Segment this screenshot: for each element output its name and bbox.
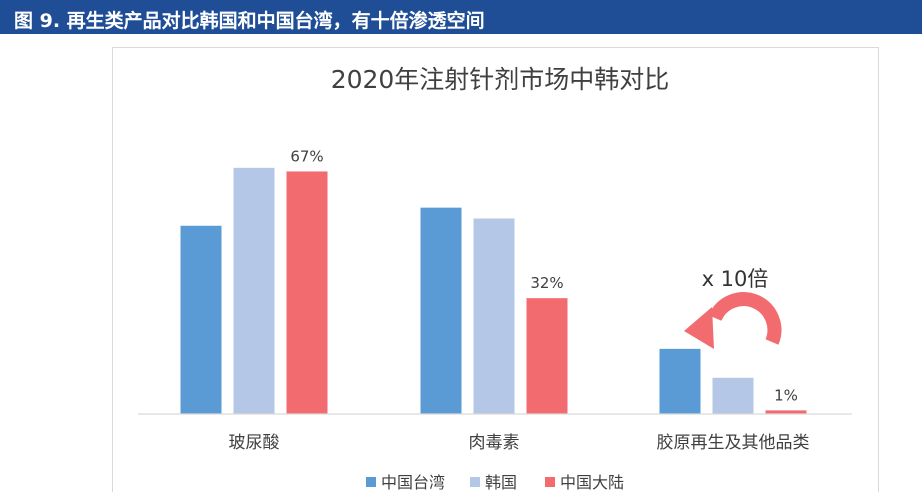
circular-arrow-icon	[708, 292, 782, 345]
chart-frame	[112, 47, 879, 492]
chart-title: 2020年注射针剂市场中韩对比	[331, 65, 670, 94]
legend-label: 韩国	[485, 473, 517, 492]
legend-swatch	[470, 477, 480, 487]
growth-annotation: x 10倍	[684, 267, 782, 349]
bar-中国台湾-玻尿酸	[180, 225, 222, 414]
bar-中国台湾-肉毒素	[420, 207, 462, 414]
data-labels: 67% 32% 1%	[290, 147, 798, 404]
figure-title: 图 9. 再生类产品对比韩国和中国台湾，有十倍渗透空间	[14, 10, 485, 32]
bar-中国大陆-胶原再生及其他品类	[765, 410, 807, 414]
multiplier-label: x 10倍	[702, 267, 769, 291]
category-label: 玻尿酸	[229, 433, 280, 453]
bar-中国大陆-肉毒素	[526, 298, 568, 414]
category-label: 肉毒素	[469, 433, 520, 453]
data-label-肉毒素: 32%	[530, 274, 563, 292]
bars	[180, 167, 807, 414]
legend: 中国台湾 韩国 中国大陆	[366, 473, 624, 492]
data-label-玻尿酸: 67%	[290, 147, 323, 165]
category-labels: 玻尿酸 肉毒素 胶原再生及其他品类	[229, 433, 810, 453]
bar-中国台湾-胶原再生及其他品类	[659, 348, 701, 414]
legend-label: 中国大陆	[560, 473, 624, 492]
legend-swatch	[545, 477, 555, 487]
legend-swatch	[366, 477, 376, 487]
bar-中国大陆-玻尿酸	[286, 171, 328, 414]
data-label-胶原再生及其他品类: 1%	[774, 386, 798, 404]
arrowhead-icon	[684, 307, 714, 349]
header-bar: 图 9. 再生类产品对比韩国和中国台湾，有十倍渗透空间	[0, 0, 922, 34]
bar-韩国-玻尿酸	[233, 167, 275, 414]
bar-韩国-肉毒素	[473, 218, 515, 414]
category-label: 胶原再生及其他品类	[657, 433, 810, 453]
bar-韩国-胶原再生及其他品类	[712, 377, 754, 414]
legend-label: 中国台湾	[381, 473, 445, 492]
